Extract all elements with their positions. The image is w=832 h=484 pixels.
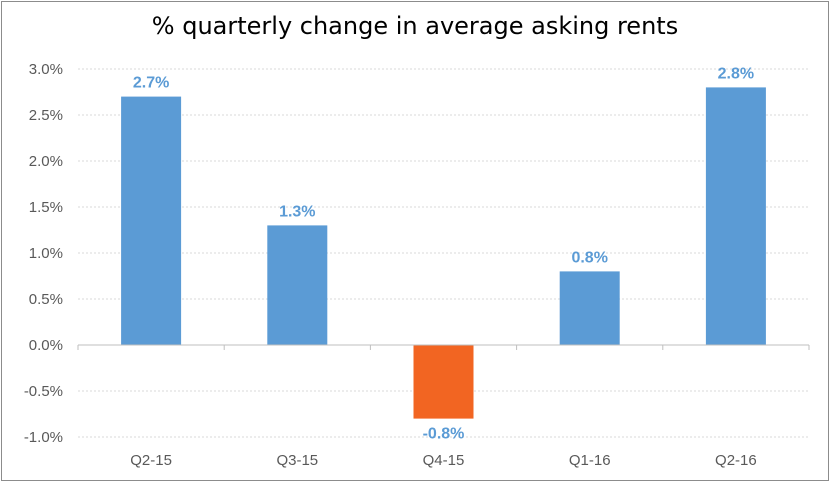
bars bbox=[121, 87, 766, 419]
data-labels: 2.7% 1.3% -0.8% 0.8% 2.8% bbox=[133, 65, 754, 442]
bar bbox=[121, 96, 182, 345]
bar bbox=[267, 225, 328, 345]
y-tick-label: 3.0% bbox=[29, 61, 63, 78]
y-tick-label: 1.0% bbox=[29, 245, 63, 262]
data-label: -0.8% bbox=[423, 426, 465, 443]
x-axis-ticks: Q2-15 Q3-15 Q4-15 Q1-16 Q2-16 bbox=[130, 452, 757, 469]
y-tick-label: 2.0% bbox=[29, 153, 63, 170]
y-tick-label: 0.5% bbox=[29, 291, 63, 308]
y-tick-label: 1.5% bbox=[29, 199, 63, 216]
data-label: 1.3% bbox=[279, 203, 315, 220]
x-tick-label: Q2-15 bbox=[130, 452, 172, 469]
x-tick-label: Q3-15 bbox=[276, 452, 318, 469]
x-tick-label: Q4-15 bbox=[423, 452, 465, 469]
bar bbox=[559, 271, 620, 345]
x-tick-label: Q1-16 bbox=[569, 452, 611, 469]
data-label: 2.8% bbox=[718, 65, 754, 82]
y-axis-ticks: -1.0% -0.5% 0.0% 0.5% 1.0% 1.5% 2.0% 2.5% 3.0% bbox=[24, 61, 63, 446]
x-axis bbox=[77, 344, 810, 350]
bar bbox=[413, 345, 474, 419]
y-tick-label: -0.5% bbox=[24, 383, 63, 400]
data-label: 0.8% bbox=[571, 249, 607, 266]
gridlines bbox=[78, 68, 809, 438]
data-label: 2.7% bbox=[133, 75, 169, 92]
bar bbox=[705, 87, 766, 346]
y-tick-label: 0.0% bbox=[29, 337, 63, 354]
chart-title: % quarterly change in average asking ren… bbox=[151, 12, 679, 40]
x-tick-label: Q2-16 bbox=[715, 452, 757, 469]
y-tick-label: -1.0% bbox=[24, 429, 63, 446]
y-tick-label: 2.5% bbox=[29, 107, 63, 124]
